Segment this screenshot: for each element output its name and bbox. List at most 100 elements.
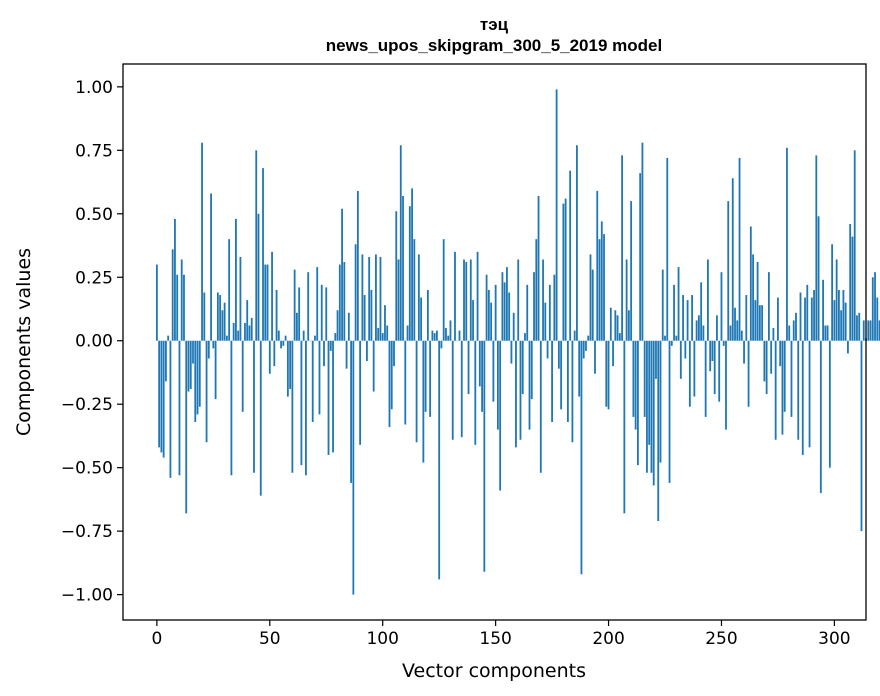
bar	[718, 340, 721, 402]
bar	[544, 302, 547, 341]
bar	[804, 297, 806, 341]
bar	[426, 289, 429, 341]
bar	[603, 234, 605, 341]
bar	[271, 251, 273, 341]
bar	[614, 310, 617, 341]
bar	[332, 340, 334, 453]
bar	[817, 216, 820, 341]
bar	[790, 340, 793, 417]
bar	[375, 254, 377, 341]
bar	[212, 340, 215, 349]
x-tick-label: 200	[592, 629, 624, 649]
bar	[298, 287, 301, 341]
bar	[503, 282, 506, 341]
bar	[185, 340, 188, 514]
bar	[338, 264, 341, 341]
bar	[612, 340, 614, 367]
bar	[519, 340, 522, 440]
bar	[734, 307, 736, 341]
bar	[867, 320, 870, 341]
bar	[305, 340, 307, 476]
bar	[761, 305, 764, 341]
bar	[533, 272, 535, 341]
bar	[740, 330, 743, 341]
bar	[354, 244, 357, 341]
bar	[799, 292, 802, 341]
bar	[352, 340, 355, 595]
bar	[521, 340, 524, 395]
bar	[582, 340, 585, 359]
bar	[670, 340, 673, 346]
bar	[716, 315, 718, 341]
bar	[230, 340, 233, 476]
bar	[711, 340, 714, 362]
bar	[169, 340, 172, 478]
bar	[697, 315, 700, 341]
bar	[174, 218, 176, 341]
bar	[420, 297, 423, 341]
bar	[343, 262, 346, 341]
bar	[496, 340, 499, 430]
bar	[300, 340, 303, 466]
bar	[810, 297, 813, 341]
bar	[576, 145, 578, 341]
bar	[347, 312, 350, 341]
bar	[359, 340, 362, 445]
bar	[738, 157, 741, 341]
bar	[551, 340, 553, 422]
y-tick-label: 0.00	[75, 332, 113, 352]
bar	[167, 335, 170, 341]
bar	[442, 239, 445, 341]
x-tick-label: 50	[259, 629, 281, 649]
bar	[707, 259, 709, 341]
bar	[797, 340, 800, 440]
bar	[826, 325, 829, 341]
bar	[813, 289, 815, 341]
bar	[302, 330, 305, 341]
bar	[777, 297, 779, 341]
bar	[788, 325, 791, 341]
bar	[763, 340, 766, 382]
bar-series	[155, 89, 880, 595]
bar	[429, 340, 432, 417]
bar	[587, 335, 590, 341]
bar	[661, 269, 664, 341]
bar	[189, 340, 192, 389]
bar	[564, 198, 567, 341]
bar	[526, 284, 529, 341]
bar	[795, 312, 797, 341]
bar	[641, 142, 644, 341]
bar	[447, 335, 450, 341]
bar	[266, 264, 269, 341]
bar	[589, 254, 592, 341]
bar	[393, 340, 395, 367]
bar	[402, 196, 404, 341]
bar	[675, 335, 678, 341]
bar	[679, 340, 682, 379]
bar	[472, 300, 474, 341]
bar	[316, 267, 319, 341]
bar	[162, 340, 165, 458]
bar	[386, 325, 389, 341]
bar	[767, 272, 770, 341]
bar	[650, 340, 653, 473]
bar	[399, 145, 402, 341]
bar	[232, 322, 235, 341]
bar	[688, 340, 691, 407]
bar	[709, 340, 712, 372]
x-axis-label: Vector components	[402, 660, 586, 682]
bar	[171, 249, 174, 341]
bar	[411, 188, 413, 341]
bar	[754, 300, 757, 341]
bar	[257, 213, 260, 341]
bar	[684, 340, 687, 359]
bar	[325, 287, 328, 341]
bar	[205, 340, 208, 443]
bar	[731, 178, 734, 341]
bar	[155, 264, 158, 341]
bar	[284, 335, 287, 341]
bar	[621, 155, 623, 341]
bar	[192, 340, 194, 364]
bar	[623, 340, 626, 514]
